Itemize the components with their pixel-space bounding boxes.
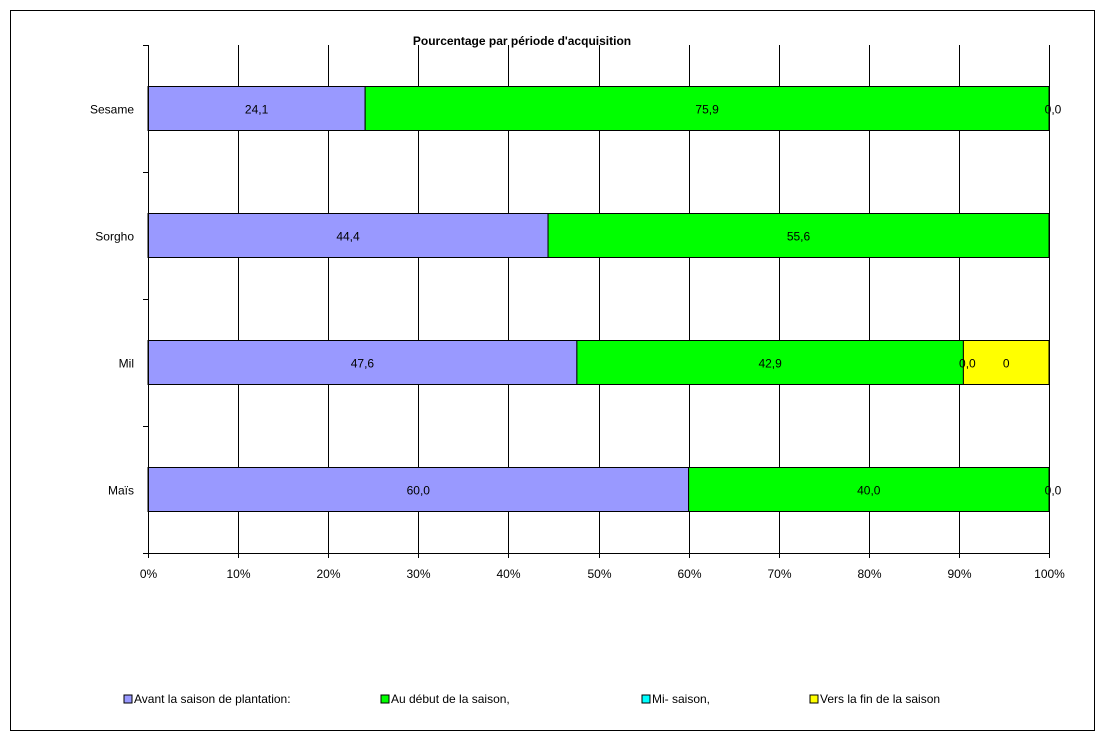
data-label: 0,0 <box>1045 484 1062 498</box>
x-tick-label: 0% <box>140 567 158 581</box>
data-label: 55,6 <box>787 230 811 244</box>
bar-segment <box>547 213 1050 258</box>
bar-segment <box>364 86 1050 131</box>
x-tick-label: 70% <box>767 567 791 581</box>
x-tick-label: 80% <box>857 567 881 581</box>
legend-swatch <box>123 694 133 704</box>
chart-title: Pourcentage par période d'acquisition <box>413 34 631 48</box>
data-label: 42,9 <box>758 357 782 371</box>
bar-segment <box>576 340 964 385</box>
bar-segment <box>688 467 1050 512</box>
y-tick-label: Sesame <box>90 103 134 117</box>
y-tick-label: Sorgho <box>95 230 134 244</box>
legend-label: Vers la fin de la saison <box>820 692 940 706</box>
data-label: 24,1 <box>245 103 269 117</box>
legend-label: Mi- saison, <box>652 692 710 706</box>
bar-segment <box>147 86 366 131</box>
x-tick-label: 30% <box>406 567 430 581</box>
y-tick-label: Maïs <box>108 484 134 498</box>
data-label: 47,6 <box>351 357 375 371</box>
x-tick-label: 50% <box>587 567 611 581</box>
legend-swatch <box>641 694 651 704</box>
legend-swatch <box>380 694 390 704</box>
data-label: 44,4 <box>336 230 360 244</box>
x-tick-label: 40% <box>496 567 520 581</box>
legend: Avant la saison de plantation: Au début d… <box>123 692 940 706</box>
y-tick-label: Mil <box>119 357 134 371</box>
data-label: 40,0 <box>857 484 881 498</box>
x-tick-label: 60% <box>677 567 701 581</box>
bars <box>147 86 1050 512</box>
legend-label: Avant la saison de plantation: <box>134 692 291 706</box>
legend-label: Au début de la saison, <box>391 692 510 706</box>
data-label: 75,9 <box>695 103 719 117</box>
x-tick-label: 100% <box>1034 567 1065 581</box>
axes: 0% 10% 20% 30% 40% 50% 60% 70% 80% 90% 100% Maïs Mil… <box>90 45 1065 581</box>
x-tick-label: 10% <box>226 567 250 581</box>
bar-segment <box>147 213 549 258</box>
data-label: 0 <box>1003 357 1010 371</box>
data-labels: 60,0 40,0 0,0 47,6 42,9 0,0 0 44,4 55,6 24,1 75,9 0… <box>245 103 1062 498</box>
x-tick-label: 90% <box>947 567 971 581</box>
data-label: 60,0 <box>407 484 431 498</box>
data-label: 0,0 <box>959 357 976 371</box>
legend-swatch <box>809 694 819 704</box>
data-label: 0,0 <box>1045 103 1062 117</box>
bar-segment <box>962 340 1050 385</box>
x-tick-label: 20% <box>316 567 340 581</box>
